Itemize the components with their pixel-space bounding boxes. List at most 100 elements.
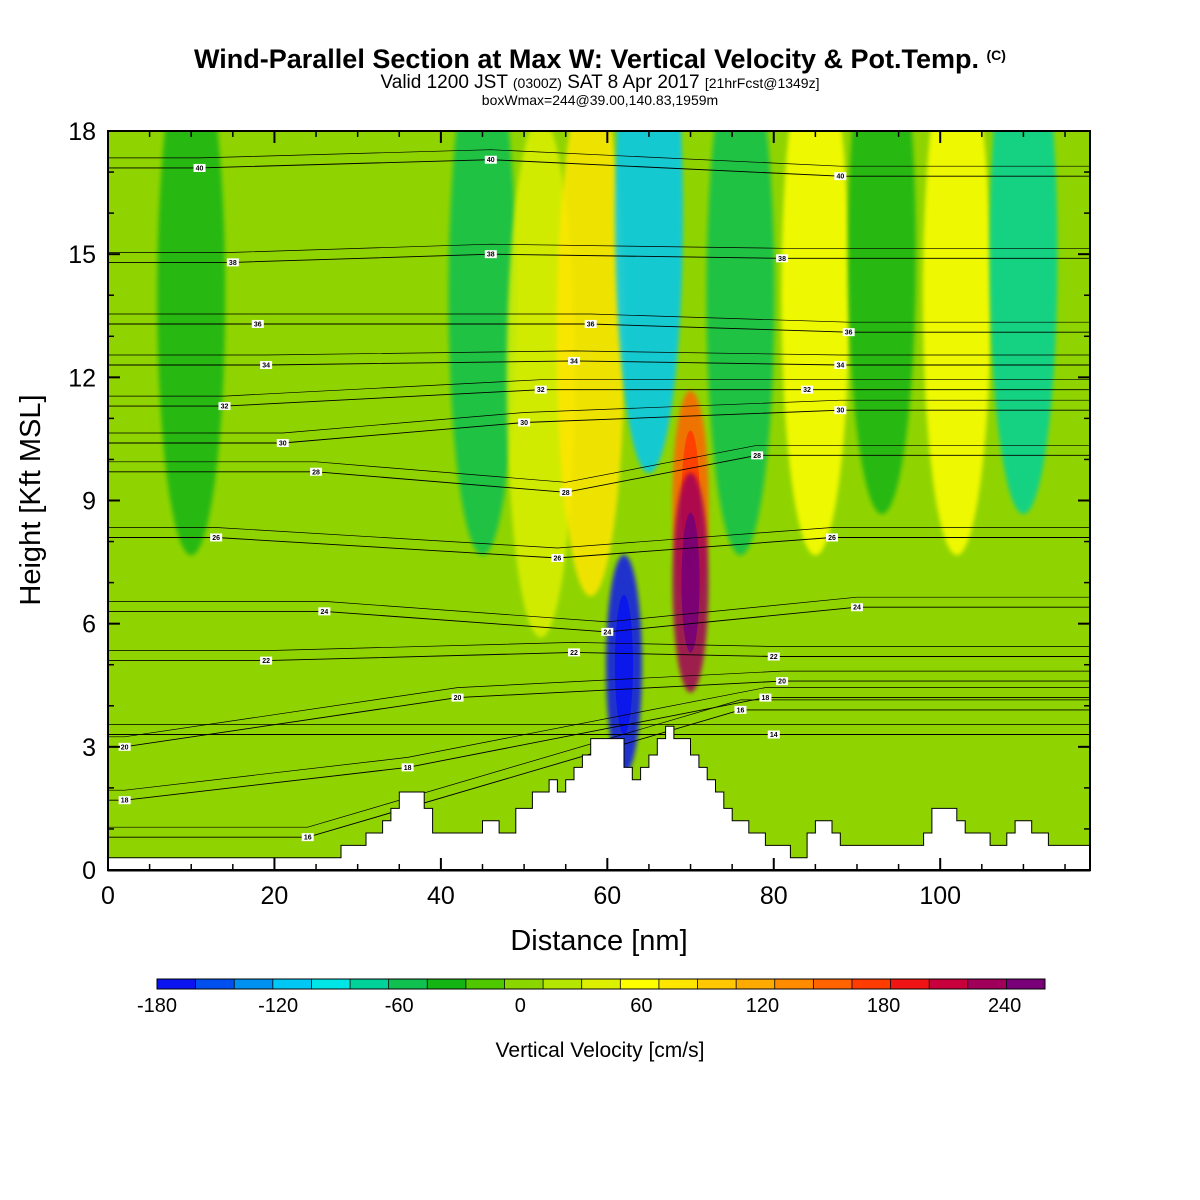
isentrope-line: [108, 642, 1090, 651]
valid-utc: (0300Z): [512, 75, 562, 91]
svg-text:26: 26: [828, 535, 836, 542]
colorbar-swatch: [311, 979, 351, 989]
isentrope-line: [108, 379, 1090, 397]
x-tick-label: 20: [261, 882, 289, 910]
x-tick-label: 40: [427, 882, 455, 910]
x-axis-title: Distance [nm]: [510, 925, 687, 957]
isentrope-label: 38: [484, 250, 497, 259]
isentrope-label: 28: [310, 467, 323, 476]
isentrope-label: 36: [251, 319, 264, 328]
isentrope-line: [108, 399, 1090, 434]
svg-text:30: 30: [836, 408, 844, 415]
x-tick-label: 60: [593, 882, 621, 910]
y-tick-label: 9: [82, 488, 96, 516]
colorbar-tick-label: 0: [515, 995, 526, 1017]
isentrope-label: 30: [834, 406, 847, 415]
isentrope-label: 26: [826, 533, 839, 542]
svg-text:38: 38: [487, 252, 495, 259]
isentrope-label: 36: [842, 328, 855, 337]
velocity-cell: [706, 131, 775, 556]
svg-text:18: 18: [762, 695, 770, 702]
velocity-cell: [556, 131, 625, 597]
svg-text:24: 24: [853, 605, 861, 612]
svg-text:36: 36: [254, 321, 262, 328]
y-tick-label: 18: [68, 118, 96, 146]
colorbar-swatch: [1006, 979, 1046, 989]
chart-subtitle: Valid 1200 JST (0300Z) SAT 8 Apr 2017 [2…: [0, 72, 1200, 94]
isentrope-label: 18: [118, 796, 131, 805]
colorbar-swatch: [427, 979, 467, 989]
isentrope-label: 28: [559, 488, 572, 497]
isentrope-label: 36: [584, 319, 597, 328]
y-axis-title: Height [Kft MSL]: [15, 394, 47, 605]
y-tick-label: 0: [82, 857, 96, 885]
isentrope-label: 32: [801, 385, 814, 394]
svg-text:36: 36: [587, 321, 595, 328]
isentrope-line: [108, 350, 1090, 356]
isentrope-label: 28: [751, 451, 764, 460]
isentrope-label: 18: [759, 693, 772, 702]
svg-text:40: 40: [196, 165, 204, 172]
colorbar-swatch: [929, 979, 969, 989]
y-tick-label: 3: [82, 734, 96, 762]
isentrope-line: [108, 699, 1090, 828]
colorbar-tick-label: 180: [867, 995, 900, 1017]
colorbar-tick-label: -180: [137, 995, 177, 1017]
isentrope-line: [108, 527, 1090, 549]
svg-text:30: 30: [520, 420, 528, 427]
svg-text:28: 28: [312, 469, 320, 476]
isentrope-label: 26: [551, 553, 564, 562]
colorbar-title: Vertical Velocity [cm/s]: [496, 1039, 705, 1062]
svg-text:22: 22: [770, 654, 778, 661]
colorbar-swatch: [774, 979, 814, 989]
colorbar-swatch: [465, 979, 505, 989]
svg-text:20: 20: [454, 695, 462, 702]
valid-time: Valid 1200 JST: [380, 72, 508, 93]
colorbar-swatch: [890, 979, 930, 989]
isentrope-line: [108, 243, 1090, 253]
colorbar-swatch: [543, 979, 583, 989]
colorbar-swatch: [658, 979, 699, 989]
plot-area: 20 18 16 18 20 22 24 26 28 30 32 34 36 38 40 22 24 26 28 30…: [107, 130, 1091, 872]
svg-text:28: 28: [562, 490, 570, 497]
colorbar-swatch: [195, 979, 235, 989]
svg-text:24: 24: [320, 609, 328, 616]
isentrope-label: 24: [318, 607, 331, 616]
isentrope-label: 14: [767, 730, 780, 739]
isentrope-label: 40: [193, 163, 206, 172]
svg-text:24: 24: [603, 629, 611, 636]
y-tick-label: 15: [68, 241, 96, 269]
isentrope-label: 22: [568, 648, 581, 657]
isentrope-label: 30: [276, 439, 289, 448]
colorbar-tick-label: -60: [385, 995, 414, 1017]
svg-text:34: 34: [262, 363, 270, 370]
isentrope-line: [108, 444, 1090, 483]
x-tick-label: 80: [760, 882, 788, 910]
isentrope-label: 16: [301, 833, 314, 842]
isentrope-label: 38: [776, 254, 789, 263]
velocity-cell: [614, 131, 683, 474]
velocity-cell: [157, 131, 226, 556]
svg-text:40: 40: [836, 174, 844, 181]
colorbar-tick-label: 120: [746, 995, 779, 1017]
isentrope-label: 20: [451, 693, 464, 702]
colorbar-swatch: [736, 979, 776, 989]
isentrope-label: 18: [401, 763, 414, 772]
x-axis: 0 20 40 60 80 100: [101, 131, 1066, 910]
svg-text:18: 18: [404, 765, 412, 772]
isentrope-label: 22: [260, 656, 273, 665]
isentrope-label: 38: [226, 258, 239, 267]
svg-text:14: 14: [770, 732, 778, 739]
colorbar-frame: [156, 978, 1046, 990]
isentrope-label: 26: [210, 533, 223, 542]
isentrope-label: 32: [218, 402, 231, 411]
title-mark: (C): [986, 47, 1006, 63]
isentrope-line: [108, 313, 1090, 323]
isentrope-label: 24: [850, 603, 863, 612]
svg-text:32: 32: [221, 404, 229, 411]
svg-text:26: 26: [553, 555, 561, 562]
colorbar: -180 -120 -60 0 60 120 180 240: [137, 978, 1046, 1017]
velocity-cell: [781, 131, 850, 556]
